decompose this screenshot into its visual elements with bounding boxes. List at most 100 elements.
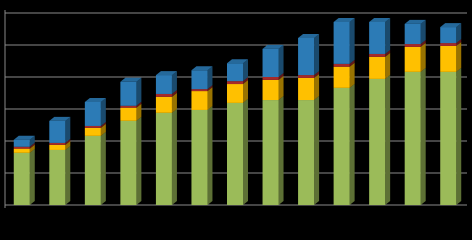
bar-side: [385, 49, 391, 57]
bar-side: [65, 140, 71, 150]
bar-side: [100, 131, 106, 205]
bar: [84, 135, 101, 205]
bar-top: [49, 116, 71, 121]
bar: [440, 43, 457, 46]
bar-side: [171, 71, 177, 94]
bar-side: [349, 17, 355, 64]
bar-top: [120, 77, 142, 82]
bar-side: [29, 144, 35, 153]
bar: [404, 44, 421, 47]
bar: [333, 87, 350, 205]
bar: [13, 139, 30, 147]
bar: [262, 79, 279, 101]
bar-side: [136, 103, 142, 121]
bar: [227, 102, 243, 205]
bar: [333, 21, 350, 64]
bar-side: [385, 17, 391, 54]
bar-side: [420, 19, 426, 45]
bar-side: [314, 73, 320, 101]
bar-side: [385, 74, 391, 205]
bar: [227, 63, 243, 82]
bar-side: [65, 116, 71, 143]
bar: [298, 77, 315, 101]
bar: [49, 144, 66, 150]
bar: [155, 112, 172, 205]
bar: [13, 146, 30, 149]
bar: [262, 100, 279, 205]
bar: [120, 105, 137, 108]
bar-side: [456, 41, 462, 72]
bar: [155, 93, 172, 97]
bar: [49, 142, 66, 145]
bar-top: [369, 17, 391, 22]
bar-side: [278, 75, 284, 101]
bar-side: [29, 148, 35, 205]
bar-side: [243, 80, 248, 103]
bar: [369, 53, 386, 57]
bar-side: [136, 101, 142, 108]
bar: [262, 77, 279, 80]
bar: [369, 21, 386, 54]
bar-top: [227, 59, 248, 64]
bar-side: [456, 39, 462, 46]
bar-side: [385, 52, 391, 79]
bar-top: [333, 17, 355, 22]
bar-side: [349, 83, 355, 205]
bar: [227, 81, 243, 85]
bar: [84, 127, 101, 136]
bar: [333, 66, 350, 88]
bar-side: [314, 96, 320, 205]
bar-side: [207, 87, 213, 110]
bar: [227, 84, 243, 103]
bar-side: [29, 135, 35, 147]
bar-top: [404, 19, 426, 24]
bar: [262, 48, 279, 77]
bar: [440, 27, 457, 44]
bar: [49, 149, 66, 205]
bar-side: [65, 145, 71, 205]
bar: [404, 46, 421, 72]
bar: [298, 75, 315, 78]
bar-side: [136, 116, 142, 205]
bar-side: [207, 105, 213, 205]
bar: [298, 100, 315, 205]
bar-side: [100, 97, 106, 126]
bar: [84, 125, 101, 128]
bar-top: [84, 97, 106, 102]
bar-top: [13, 135, 35, 140]
bar-side: [349, 59, 355, 67]
bar-side: [456, 23, 462, 44]
bar: [84, 101, 101, 126]
bar-side: [278, 73, 284, 80]
bar-side: [171, 92, 177, 113]
bar: [298, 37, 315, 76]
bar-side: [65, 138, 71, 145]
bar: [191, 109, 208, 205]
bar-top: [440, 23, 462, 28]
bar: [369, 78, 386, 205]
bar: [49, 120, 66, 143]
bar: [191, 89, 208, 92]
bar-side: [207, 85, 213, 92]
bar-side: [243, 98, 248, 205]
bar-side: [420, 40, 426, 47]
bar: [155, 75, 172, 94]
bar: [191, 70, 208, 90]
bar: [369, 56, 386, 79]
bar-side: [171, 108, 177, 205]
bar-side: [420, 42, 426, 72]
bar-side: [100, 121, 106, 128]
bar-side: [171, 89, 177, 97]
bar-side: [278, 96, 284, 205]
bar: [440, 45, 457, 72]
bar-side: [29, 142, 35, 149]
bar-side: [243, 59, 248, 82]
bar: [13, 148, 30, 153]
bar: [13, 152, 30, 205]
bar: [120, 120, 137, 205]
bar: [404, 71, 421, 205]
bar-side: [243, 77, 248, 85]
bar-side: [314, 71, 320, 78]
bar-top: [155, 71, 177, 76]
bar-top: [262, 44, 284, 49]
